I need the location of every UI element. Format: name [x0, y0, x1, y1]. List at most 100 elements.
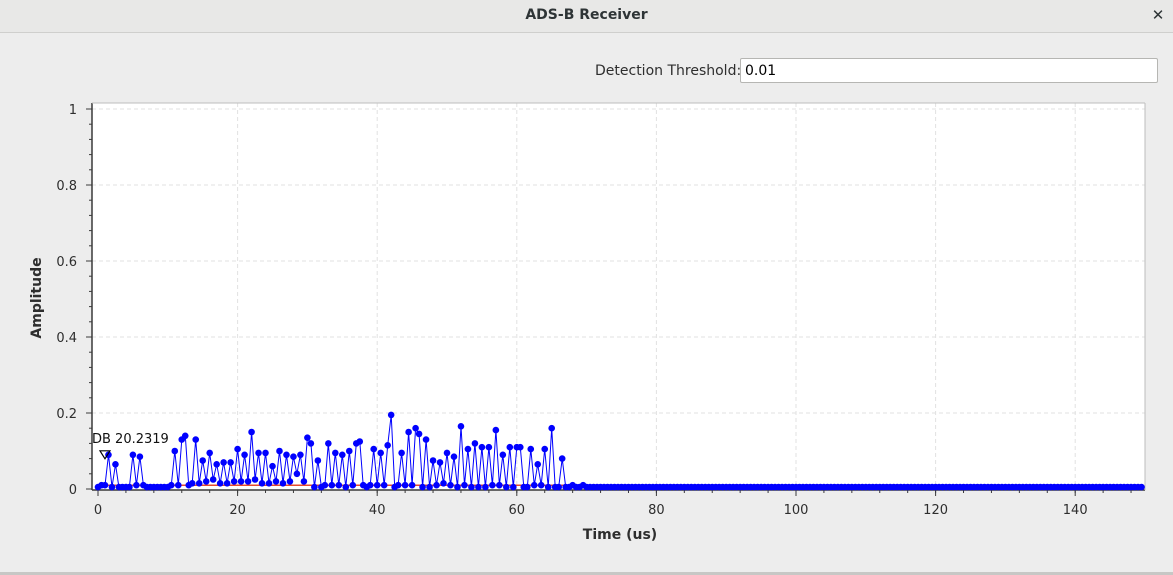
data-point	[325, 440, 332, 447]
data-point	[279, 480, 287, 487]
data-point	[251, 476, 259, 483]
data-point	[468, 483, 475, 491]
window-bottom-border	[0, 572, 1173, 575]
data-point	[171, 447, 179, 455]
data-point	[537, 481, 545, 489]
y-tick-label: 0.4	[56, 331, 77, 346]
x-tick-label: 60	[509, 503, 526, 518]
x-tick-label: 0	[94, 503, 102, 518]
x-axis-label: Time (us)	[583, 527, 657, 543]
data-point	[314, 457, 322, 464]
data-point	[461, 481, 468, 489]
data-point	[489, 481, 496, 489]
data-point	[234, 445, 241, 453]
threshold-input[interactable]	[740, 58, 1158, 83]
data-point	[297, 451, 304, 459]
close-icon[interactable]: ✕	[1151, 6, 1165, 24]
data-point	[244, 478, 252, 485]
data-point	[478, 443, 486, 451]
data-point	[398, 449, 405, 457]
data-point	[307, 440, 315, 447]
ticks: 0 20 40 60 80 100 120 140 0 0.2 0.4 0.6 0.8 1	[56, 103, 1132, 518]
data-point	[471, 440, 479, 447]
grid-lines	[92, 103, 1145, 490]
x-tick-label: 140	[1063, 503, 1088, 518]
data-point	[209, 476, 217, 483]
data-point	[227, 459, 234, 466]
data-point	[332, 449, 339, 457]
data-point	[373, 481, 381, 489]
data-point	[1138, 483, 1145, 491]
amplitude-plot[interactable]: 0 20 40 60 80 100 120 140 0 0.2 0.4 0.6 0.8 1 DB 20.2…	[0, 95, 1173, 555]
data-point	[447, 481, 454, 489]
data-point	[408, 481, 416, 489]
y-tick-label: 1	[69, 103, 77, 118]
data-point	[419, 483, 426, 491]
data-point	[370, 445, 378, 453]
data-point	[394, 481, 402, 489]
data-point	[195, 480, 203, 487]
data-point	[230, 478, 238, 485]
data-point	[321, 481, 329, 489]
data-point	[286, 478, 294, 485]
y-axis-label: Amplitude	[29, 257, 45, 338]
data-point	[485, 443, 493, 451]
peak-marker: DB 20.2319	[92, 432, 169, 460]
data-point	[496, 481, 503, 489]
data-point	[328, 481, 336, 489]
data-point	[220, 459, 227, 466]
data-point	[503, 483, 510, 491]
data-point	[482, 483, 489, 491]
data-point	[440, 480, 447, 487]
data-point	[510, 483, 517, 491]
plot-area	[92, 103, 1145, 490]
data-point	[188, 480, 196, 487]
data-point	[237, 478, 245, 485]
data-point	[356, 438, 364, 445]
data-point	[129, 451, 137, 459]
data-point	[283, 451, 290, 459]
data-point	[262, 449, 269, 457]
data-point	[534, 461, 542, 468]
data-point	[541, 445, 549, 453]
data-point	[433, 481, 440, 489]
data-point	[248, 428, 255, 436]
data-point	[492, 426, 500, 434]
data-point	[475, 483, 482, 491]
data-point	[405, 428, 412, 436]
data-point	[454, 483, 461, 491]
data-point	[265, 480, 273, 487]
data-point	[443, 449, 451, 457]
data-point	[213, 461, 220, 468]
window-title: ADS-B Receiver	[525, 7, 648, 23]
data-point	[387, 411, 395, 419]
data-point	[349, 481, 357, 489]
data-point	[174, 481, 182, 489]
y-tick-label: 0.8	[56, 179, 77, 194]
data-point	[401, 481, 409, 489]
data-point	[335, 481, 343, 489]
marker-label: DB 20.2319	[92, 432, 169, 447]
x-tick-label: 120	[923, 503, 948, 518]
data-point	[255, 449, 262, 457]
data-point	[290, 453, 297, 461]
data-point	[311, 483, 318, 491]
data-point	[339, 451, 346, 459]
data-point	[206, 449, 213, 457]
data-point	[555, 483, 562, 491]
data-point	[366, 481, 374, 489]
data-point	[422, 436, 430, 443]
data-point	[436, 459, 444, 466]
data-point	[558, 455, 566, 462]
data-point	[181, 432, 189, 440]
data-point	[377, 449, 384, 457]
data-point	[272, 478, 280, 485]
data-point	[342, 483, 350, 491]
data-point	[300, 478, 308, 485]
marker-triangle-icon	[98, 450, 112, 460]
data-point	[450, 453, 458, 461]
y-tick-label: 0.6	[56, 255, 77, 270]
data-point	[241, 451, 248, 459]
y-tick-label: 0	[69, 483, 77, 498]
data-point	[276, 447, 283, 455]
